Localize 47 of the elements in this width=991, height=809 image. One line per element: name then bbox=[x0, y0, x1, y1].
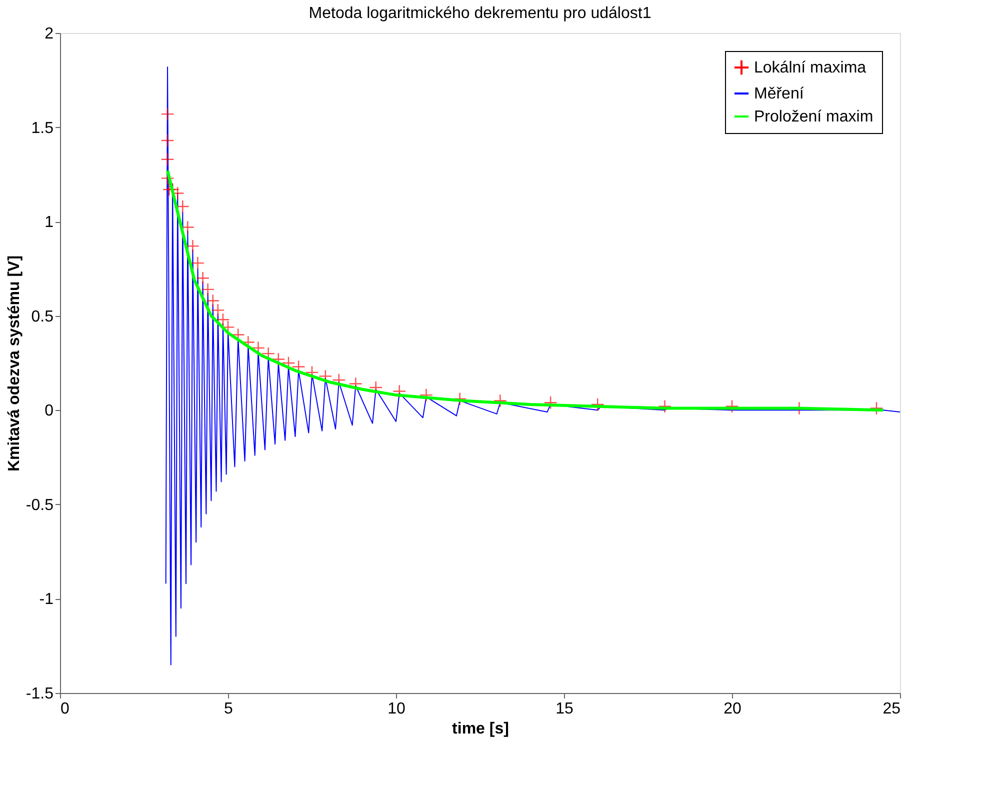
x-tick-label: 0 bbox=[60, 700, 70, 718]
y-tick-label: 1.5 bbox=[31, 120, 54, 137]
line-series bbox=[166, 169, 885, 412]
y-tick-label: -1 bbox=[39, 591, 54, 608]
point bbox=[160, 107, 174, 121]
x-axis-title: time [s] bbox=[452, 720, 509, 738]
point bbox=[658, 400, 672, 414]
point bbox=[160, 134, 174, 148]
legend-label: Proložení maxim bbox=[754, 108, 874, 126]
point bbox=[348, 377, 362, 390]
y-tick-label: -1.5 bbox=[26, 686, 54, 702]
point bbox=[186, 239, 200, 253]
point bbox=[160, 152, 174, 166]
point bbox=[206, 294, 220, 308]
point bbox=[453, 392, 467, 406]
point bbox=[272, 352, 286, 366]
point bbox=[590, 398, 604, 412]
point bbox=[392, 384, 406, 398]
legend-label: Lokální maxima bbox=[754, 60, 866, 76]
point bbox=[725, 400, 739, 414]
point bbox=[870, 402, 884, 415]
y-tick-label: -0.5 bbox=[26, 496, 54, 514]
point bbox=[191, 256, 204, 270]
point bbox=[332, 373, 346, 387]
x-tick-label: 25 bbox=[882, 700, 901, 718]
y-tick-label: 0 bbox=[44, 402, 54, 420]
point bbox=[305, 366, 319, 380]
point bbox=[544, 396, 558, 410]
point bbox=[493, 394, 507, 408]
y-tick-label: 0.5 bbox=[31, 308, 54, 326]
x-tick-label: 5 bbox=[224, 700, 234, 718]
chart-title: Metoda logaritmického dekrementu pro událost1 bbox=[308, 5, 652, 22]
point bbox=[196, 271, 210, 285]
x-tick-label: 10 bbox=[388, 700, 406, 718]
point bbox=[420, 388, 433, 402]
point bbox=[176, 200, 190, 214]
y-axis-title: Kmitavá odezva systému [V] bbox=[6, 255, 23, 472]
point bbox=[201, 282, 215, 296]
point bbox=[318, 369, 332, 383]
point bbox=[211, 303, 225, 317]
point bbox=[369, 380, 383, 394]
y-tick-label: 1 bbox=[44, 214, 54, 232]
point bbox=[180, 220, 194, 234]
x-tick-label: 20 bbox=[724, 700, 742, 718]
y-tick-label: 2 bbox=[44, 26, 54, 42]
x-tick-label: 15 bbox=[556, 700, 574, 718]
legend-label: Měření bbox=[754, 86, 804, 102]
